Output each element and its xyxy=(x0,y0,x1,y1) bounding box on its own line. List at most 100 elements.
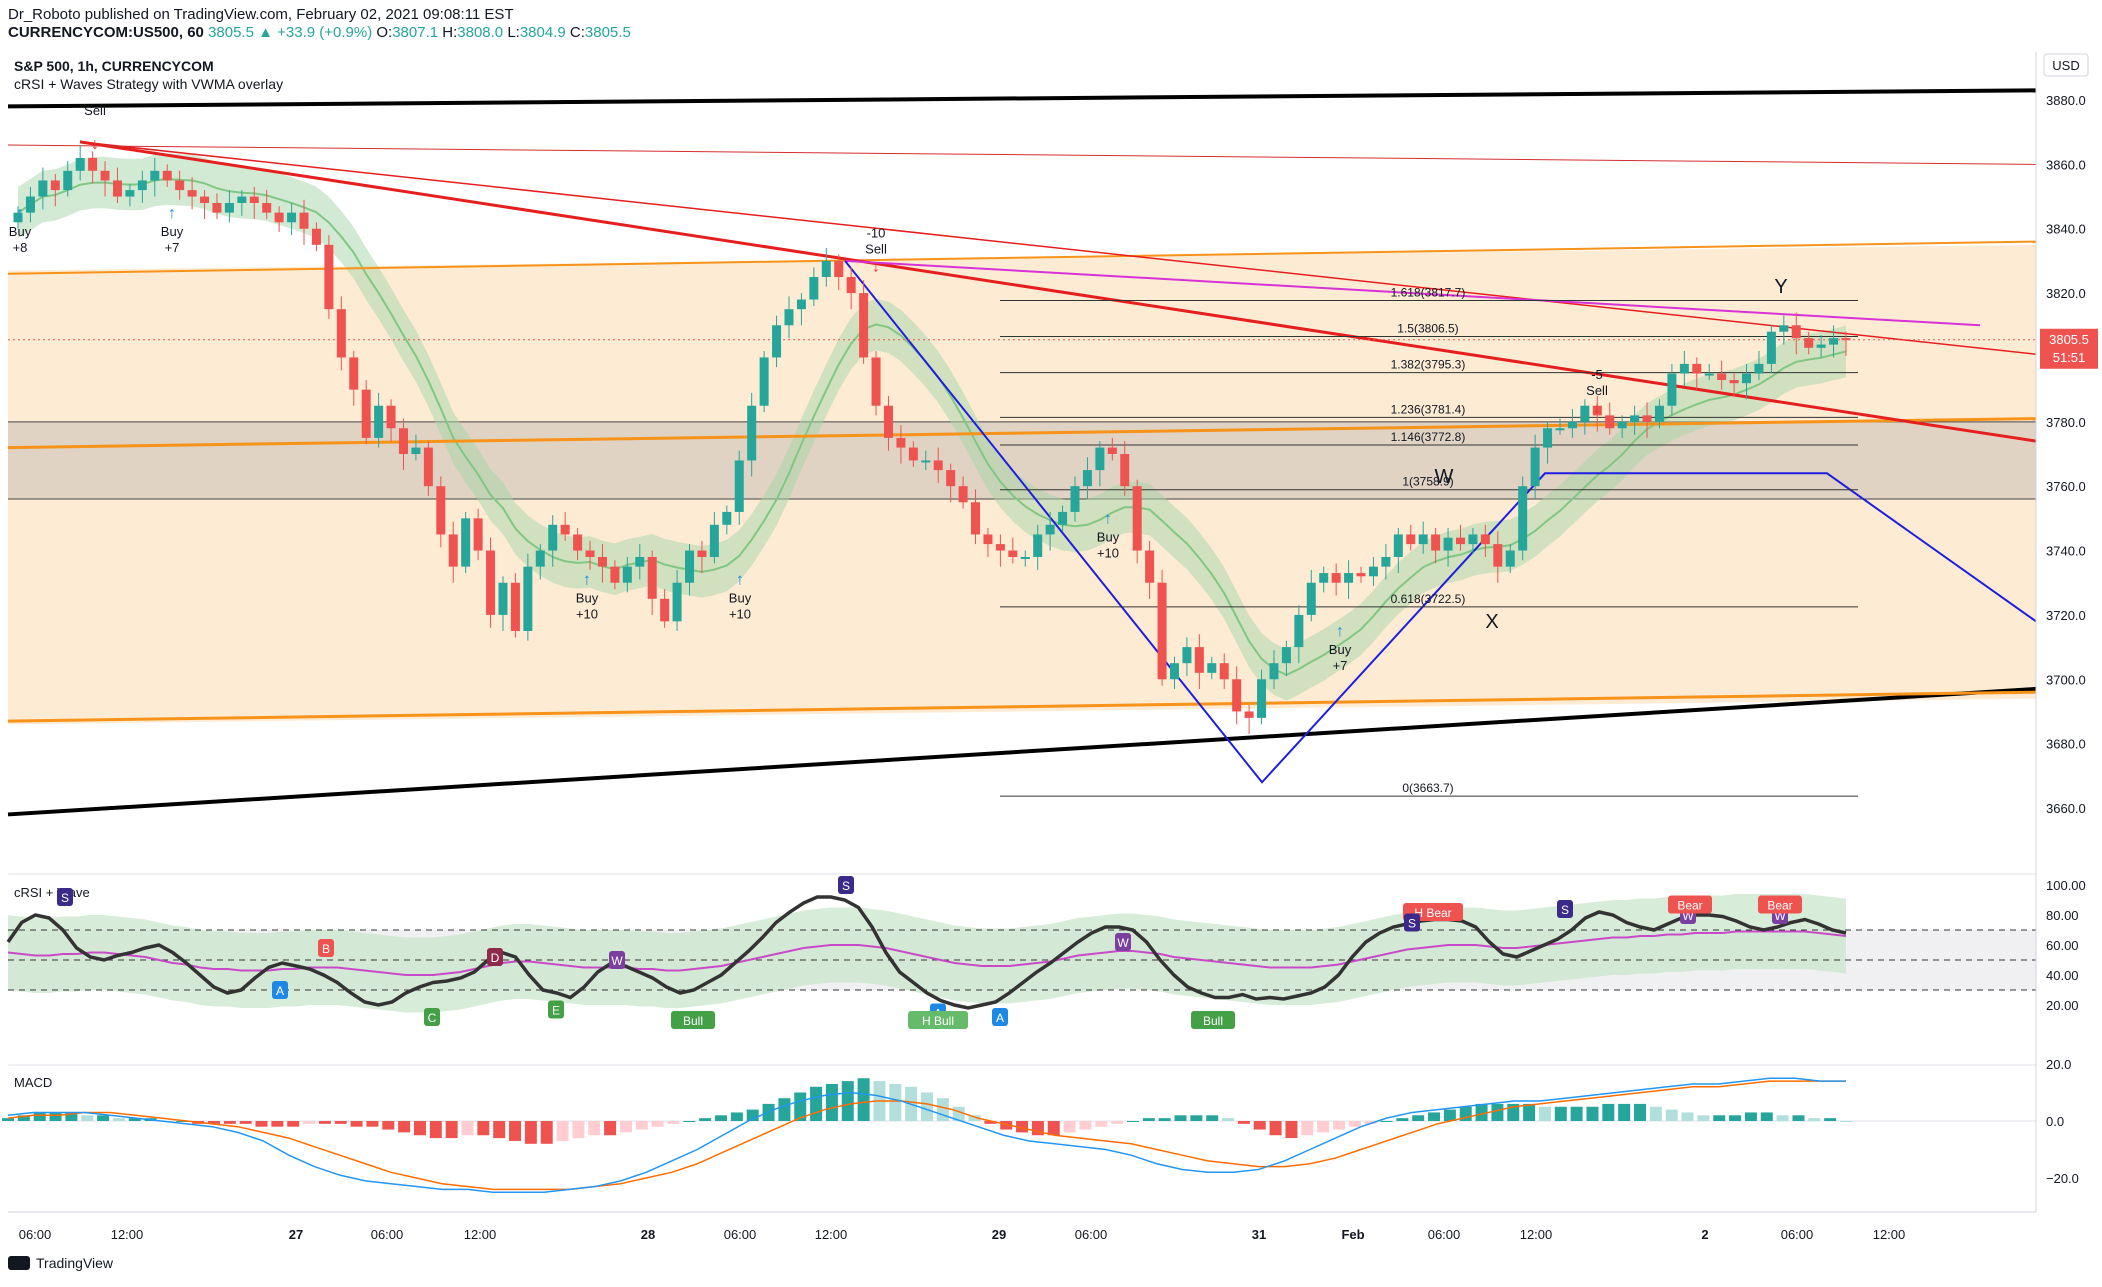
candle xyxy=(1257,679,1267,718)
signal-value: +7 xyxy=(165,240,180,255)
macd-histogram-bar xyxy=(1760,1112,1773,1121)
tradingview-logo[interactable]: TradingView xyxy=(8,1255,113,1271)
signal-value: Sell xyxy=(865,241,887,256)
candle xyxy=(436,486,446,535)
candle xyxy=(685,550,695,583)
macd-signal-line xyxy=(7,1080,1846,1191)
candle xyxy=(1269,663,1279,680)
time-tick: 12:00 xyxy=(1520,1227,1553,1242)
macd-histogram-bar xyxy=(1554,1106,1567,1121)
candle xyxy=(697,550,707,557)
macd-histogram-bar xyxy=(1111,1121,1124,1124)
candle xyxy=(137,180,147,191)
macd-histogram-bar xyxy=(1142,1118,1155,1121)
price-tick: 3720.0 xyxy=(2046,608,2086,623)
candle xyxy=(535,550,545,567)
macd-histogram-bar xyxy=(1538,1106,1551,1121)
candle xyxy=(1605,415,1615,429)
macd-histogram-bar xyxy=(1000,1121,1013,1130)
rsi-signal-label: Bear xyxy=(1767,899,1792,913)
candle xyxy=(759,357,769,406)
macd-tick: −20.0 xyxy=(2046,1171,2079,1186)
crsi-pane-title: cRSI + Wave xyxy=(14,885,90,900)
signal-label: -10 xyxy=(867,225,886,240)
candle xyxy=(1331,573,1341,583)
macd-histogram-bar xyxy=(1396,1118,1409,1121)
channel-top-line xyxy=(7,88,2037,109)
time-tick: 12:00 xyxy=(815,1227,848,1242)
macd-histogram-bar xyxy=(1586,1106,1599,1121)
candle xyxy=(1630,415,1640,422)
macd-histogram-bar xyxy=(81,1115,94,1121)
candle xyxy=(995,544,1005,551)
candle xyxy=(88,157,98,171)
candle xyxy=(1679,363,1689,374)
time-tick: 06:00 xyxy=(1781,1227,1814,1242)
macd-histogram-bar xyxy=(778,1098,791,1121)
candle xyxy=(1418,534,1428,545)
rsi-signal-label: E xyxy=(552,1004,560,1018)
macd-histogram-bar xyxy=(1269,1121,1282,1136)
candle xyxy=(486,550,496,615)
sell-arrow: ↓ xyxy=(91,136,99,153)
candle xyxy=(1692,363,1702,374)
candle xyxy=(324,244,334,310)
candle xyxy=(50,180,60,191)
price-axis[interactable]: 3660.0 3680.0 3700.0 3720.0 3740.0 3760.0 3780… xyxy=(2035,52,2098,1212)
candle xyxy=(1294,614,1304,648)
price-tick: 3860.0 xyxy=(2046,157,2086,172)
price-tick: 3840.0 xyxy=(2046,222,2086,237)
sell-arrow: ↓ xyxy=(872,258,880,275)
author-name[interactable]: Dr_Roboto xyxy=(8,6,81,23)
candle xyxy=(349,357,359,390)
candle xyxy=(311,228,321,245)
open-value: 3807.1 xyxy=(392,24,439,41)
signal-value: +10 xyxy=(729,607,751,622)
time-tick: 29 xyxy=(992,1227,1006,1242)
rsi-signal-label: S xyxy=(61,891,69,905)
candle xyxy=(585,550,595,557)
macd-histogram-bar xyxy=(588,1121,601,1136)
blue-zigzag-line xyxy=(844,260,2037,784)
candle xyxy=(784,309,794,326)
signal-label: Buy xyxy=(576,591,599,606)
time-axis[interactable]: 06:00 12:00 27 06:00 12:00 28 06:00 12:00 29 06:0… xyxy=(8,1211,2036,1242)
candle xyxy=(834,260,844,277)
rsi-signal-badge xyxy=(487,948,503,966)
rsi-signal-badge xyxy=(1668,895,1712,914)
rsi-signal-label: S xyxy=(1408,917,1416,931)
price-tick: 3820.0 xyxy=(2046,286,2086,301)
time-tick: Feb xyxy=(1341,1227,1364,1242)
vwma-band xyxy=(18,153,1846,701)
rsi-signal-badge xyxy=(992,1008,1008,1026)
low-value: 3804.9 xyxy=(519,24,566,41)
signal-value: +8 xyxy=(13,240,28,255)
candle xyxy=(560,524,570,535)
rsi-signal-label: D xyxy=(491,951,500,965)
macd-histogram-bar xyxy=(1047,1121,1060,1136)
tradingview-icon xyxy=(8,1256,30,1270)
macd-histogram-bar xyxy=(683,1121,696,1122)
candle xyxy=(1082,470,1092,487)
candle xyxy=(772,325,782,358)
rsi-signal-badge xyxy=(57,888,73,906)
macd-histogram-bar xyxy=(271,1121,284,1127)
candle xyxy=(809,277,819,300)
candle xyxy=(1717,373,1727,380)
rsi-signal-badge xyxy=(671,1011,715,1029)
candle xyxy=(150,170,160,181)
macd-histogram-bar xyxy=(635,1121,648,1130)
candle xyxy=(883,405,893,438)
price-pane: 1.618(3817.7) 1.5(3806.5) 1.382(3795.3) 1.2… xyxy=(7,88,2037,1066)
candle xyxy=(523,566,533,631)
candle xyxy=(859,293,869,358)
candle xyxy=(287,212,297,223)
high-value: 3808.0 xyxy=(457,24,504,41)
candle xyxy=(1020,556,1030,559)
fib-level-label: 0(3663.7) xyxy=(1402,781,1453,795)
macd-histogram-bar xyxy=(730,1112,743,1121)
macd-histogram-bar xyxy=(857,1078,870,1121)
candle xyxy=(747,405,757,461)
rsi-signal-label: Bull xyxy=(683,1014,703,1028)
